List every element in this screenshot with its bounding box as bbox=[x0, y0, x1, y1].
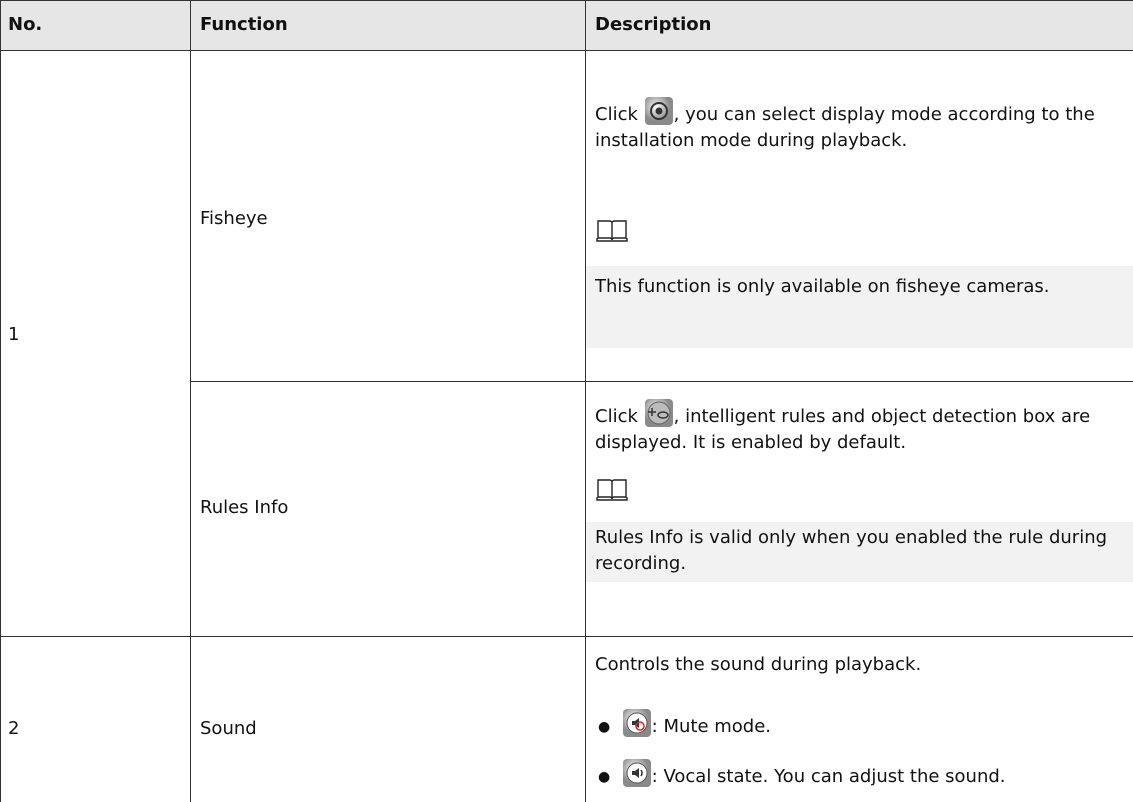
header-bg bbox=[0, 0, 1133, 50]
description-text: Controls the sound during playback. bbox=[595, 654, 922, 675]
note-icon bbox=[596, 479, 628, 501]
description: Click , you can select display mode acco… bbox=[595, 96, 1115, 154]
function-name: Fisheye bbox=[200, 208, 268, 229]
col-border bbox=[585, 0, 586, 802]
note-icon bbox=[596, 220, 628, 242]
function-name: Sound bbox=[200, 718, 257, 739]
row-border bbox=[0, 0, 1133, 1]
description-text: , intelligent rules and object detection… bbox=[595, 406, 1091, 453]
fisheye-icon bbox=[644, 97, 673, 125]
bullet-item: ● : Mute mode. bbox=[598, 708, 771, 740]
description-text: Click bbox=[595, 406, 638, 427]
function-name: Rules Info bbox=[200, 497, 289, 518]
mute-icon bbox=[622, 709, 651, 737]
sound-icon bbox=[622, 759, 651, 787]
header-cell: Description bbox=[595, 14, 712, 35]
bullet-text: : Mute mode. bbox=[651, 716, 772, 737]
description-text: Click bbox=[595, 104, 638, 125]
description-text: , you can select display mode according … bbox=[595, 104, 1095, 151]
row-number: 2 bbox=[8, 718, 20, 739]
row-number: 1 bbox=[8, 324, 20, 345]
bullet-item: ● : Vocal state. You can adjust the soun… bbox=[598, 758, 1006, 790]
note-text: Rules Info is valid only when you enable… bbox=[595, 527, 1108, 574]
row-border bbox=[190, 381, 1133, 382]
rules-icon bbox=[644, 399, 673, 427]
row-border bbox=[0, 636, 1133, 637]
note-text: This function is only available on fishe… bbox=[595, 276, 1050, 297]
header-cell: No. bbox=[8, 14, 43, 35]
col-border bbox=[0, 0, 1, 802]
note-bg bbox=[586, 522, 1133, 582]
col-border bbox=[190, 0, 191, 802]
note-bg bbox=[586, 266, 1133, 348]
row-border bbox=[0, 50, 1133, 51]
header-cell: Function bbox=[200, 14, 288, 35]
bullet-text: : Vocal state. You can adjust the sound. bbox=[651, 766, 1006, 787]
description: Click , intelligent rules and object det… bbox=[595, 398, 1115, 456]
